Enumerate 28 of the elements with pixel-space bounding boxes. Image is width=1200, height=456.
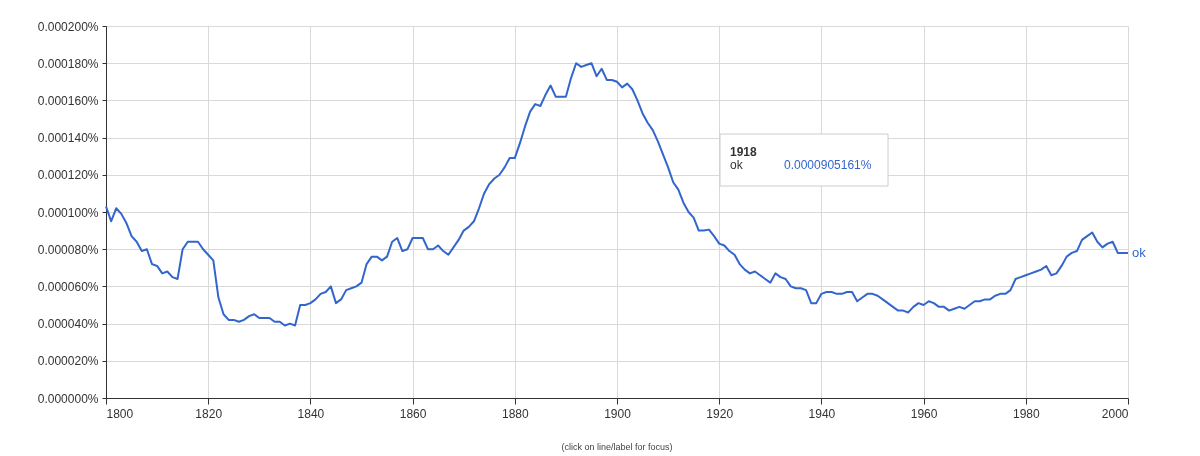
y-tick-label: 0.000040% xyxy=(37,317,99,332)
x-tick-label: 1820 xyxy=(195,406,223,421)
annotation: ok xyxy=(730,158,744,172)
x-tick-label: 1920 xyxy=(706,406,734,421)
y-tick-label: 0.000200% xyxy=(37,19,99,34)
annotation: 1918 xyxy=(730,145,758,159)
y-tick-label: 0.000160% xyxy=(37,93,99,108)
x-tick-label: 1840 xyxy=(297,406,325,421)
x-tick-label: 1900 xyxy=(604,406,632,421)
line-series xyxy=(105,62,1129,327)
y-tick-label: 0.000000% xyxy=(37,391,99,406)
annotation: 0.0000905161% xyxy=(784,158,872,172)
y-tick-label: 0.000140% xyxy=(37,131,99,146)
y-tick-label: 0.000080% xyxy=(37,242,99,257)
x-tick-label: 2000 xyxy=(1101,406,1129,421)
x-tick-label: 1980 xyxy=(1012,406,1040,421)
x-tick-label: 1800 xyxy=(106,406,134,421)
series-label: ok xyxy=(1132,244,1147,260)
x-tick-label: 1880 xyxy=(501,406,529,421)
y-tick-label: 0.000120% xyxy=(37,168,99,183)
text: (click on line/label for focus) xyxy=(561,442,673,452)
y-tick-label: 0.000180% xyxy=(37,56,99,71)
x-tick-label: 1860 xyxy=(399,406,427,421)
y-tick-label: 0.000100% xyxy=(37,205,99,220)
y-tick-label: 0.000060% xyxy=(37,279,99,294)
x-tick-label: 1940 xyxy=(808,406,836,421)
y-tick-label: 0.000020% xyxy=(37,354,99,369)
x-tick-label: 1960 xyxy=(910,406,938,421)
